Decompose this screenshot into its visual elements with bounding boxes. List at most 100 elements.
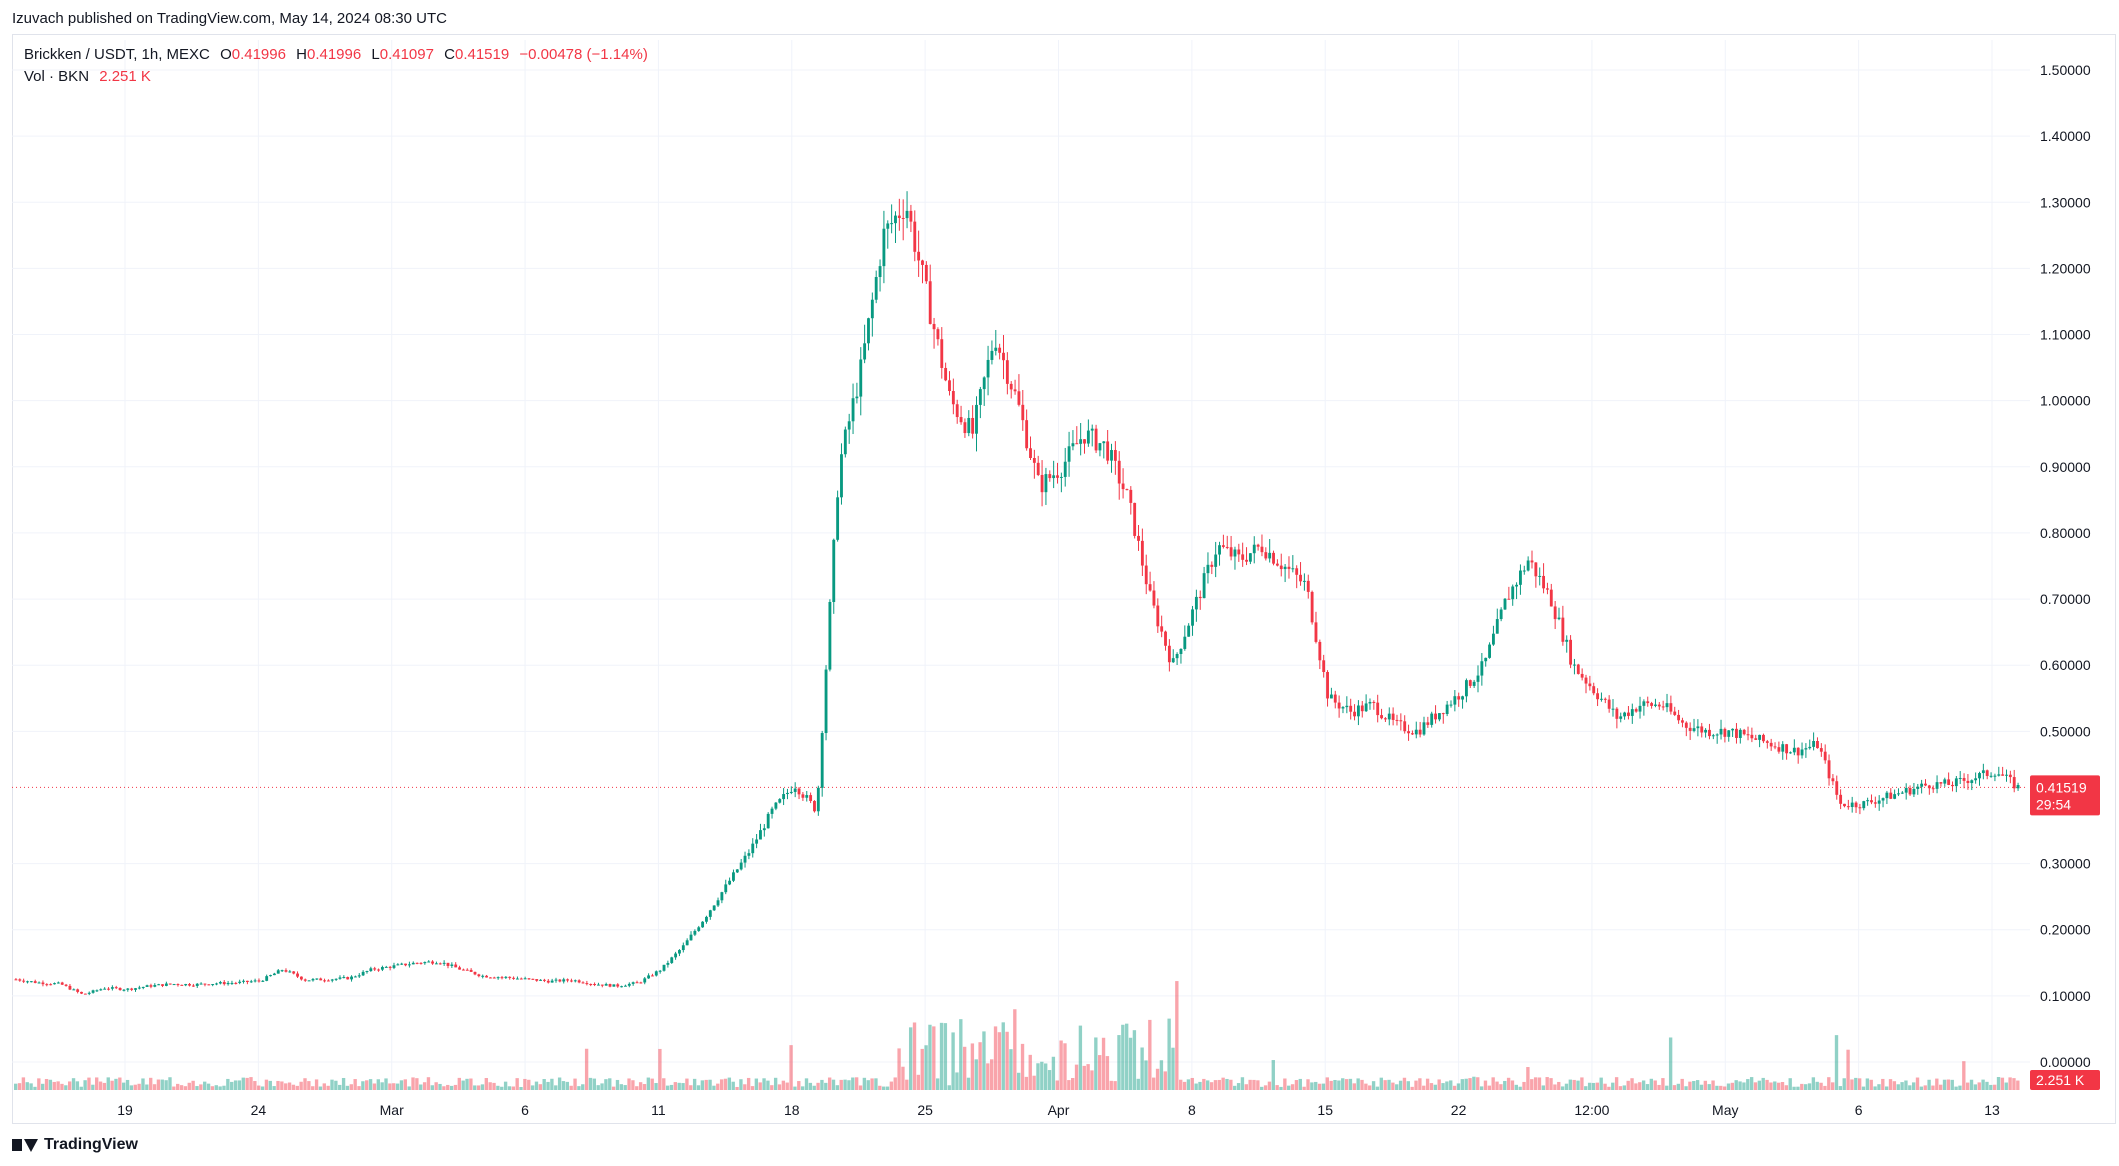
volume-bar xyxy=(1267,1081,1272,1090)
volume-bar xyxy=(245,1077,249,1090)
candle-body xyxy=(882,228,886,267)
volume-bar xyxy=(1888,1079,1893,1090)
volume-bar xyxy=(1514,1084,1518,1090)
candle-body xyxy=(1318,641,1322,661)
candle-body xyxy=(620,986,624,988)
volume-bar xyxy=(642,1084,647,1090)
candle-body xyxy=(1704,729,1708,733)
candle-body xyxy=(83,993,87,995)
candle-body xyxy=(1657,704,1661,707)
volume-bar xyxy=(1441,1083,1445,1090)
candle-body xyxy=(732,872,735,881)
volume-bar xyxy=(1136,1078,1140,1090)
volume-bar xyxy=(700,1080,705,1090)
candle-body xyxy=(1183,636,1187,649)
volume-bar xyxy=(1449,1080,1453,1090)
volume-bar xyxy=(1410,1086,1414,1090)
volume-bar xyxy=(662,1078,666,1090)
volume-bar xyxy=(1113,1081,1117,1090)
y-tick-label: 1.30000 xyxy=(2040,194,2091,210)
candle-body xyxy=(1125,489,1129,491)
candle-body xyxy=(874,277,878,300)
candle-body xyxy=(1931,788,1935,790)
candle-body xyxy=(1314,622,1318,642)
symbol-label[interactable]: Brickken / USDT, 1h, MEXC xyxy=(24,46,210,63)
candle-body xyxy=(516,978,519,980)
candle-body xyxy=(535,979,539,981)
volume-bar xyxy=(1618,1086,1623,1090)
volume-bar xyxy=(1641,1080,1646,1090)
volume-bar xyxy=(1063,1043,1067,1090)
volume-bar xyxy=(1179,1079,1183,1090)
volume-bar xyxy=(808,1082,813,1090)
volume-bar xyxy=(623,1085,627,1090)
volume-bar xyxy=(1341,1078,1345,1090)
candle-body xyxy=(1727,730,1731,737)
volume-bar xyxy=(419,1084,423,1090)
volume-bar xyxy=(843,1079,847,1090)
volume-bar xyxy=(1013,1009,1017,1090)
volume-bar xyxy=(1684,1086,1688,1090)
volume-bar xyxy=(430,1085,434,1090)
volume-bar xyxy=(1464,1078,1468,1090)
volume-bar xyxy=(314,1079,319,1090)
x-tick-label: 6 xyxy=(1855,1102,1863,1118)
candle-body xyxy=(222,982,226,985)
volume-bar xyxy=(83,1080,87,1090)
tradingview-footer[interactable]: TradingView xyxy=(12,1136,138,1154)
volume-bar xyxy=(1545,1077,1549,1090)
candle-body xyxy=(1156,605,1160,627)
volume-bar xyxy=(1688,1081,1692,1090)
candle-body xyxy=(670,957,674,963)
volume-bar xyxy=(1942,1079,1947,1090)
volume-bar xyxy=(1518,1086,1522,1090)
volume-bar xyxy=(125,1079,130,1090)
candle-body xyxy=(593,984,597,986)
volume-bar xyxy=(1017,1072,1021,1090)
volume-bar xyxy=(457,1077,461,1090)
candle-body xyxy=(1206,564,1210,574)
candle-body xyxy=(724,884,728,893)
candle-body xyxy=(1495,619,1499,634)
volume-label[interactable]: Vol · BKN xyxy=(24,68,90,85)
volume-bar xyxy=(1202,1078,1206,1090)
volume-bar xyxy=(1676,1083,1681,1090)
volume-bar xyxy=(33,1086,37,1090)
candle-body xyxy=(1063,461,1067,477)
volume-bar xyxy=(1317,1083,1322,1090)
volume-bar xyxy=(1537,1077,1542,1090)
volume-bar xyxy=(1607,1086,1611,1090)
volume-bar xyxy=(889,1081,894,1090)
candle-body xyxy=(1777,747,1781,752)
candle-body xyxy=(527,978,531,980)
candle-body xyxy=(558,979,562,982)
candle-body xyxy=(778,799,782,803)
volume-bar xyxy=(399,1080,404,1090)
candle-body xyxy=(64,984,68,986)
candle-body xyxy=(1665,703,1669,708)
candle-body xyxy=(361,971,365,976)
volume-bar xyxy=(376,1079,380,1090)
candle-body xyxy=(1009,383,1013,390)
volume-bar xyxy=(2016,1080,2020,1090)
candle-body xyxy=(1391,713,1395,720)
candle-body xyxy=(1507,598,1511,600)
volume-bar xyxy=(1321,1083,1326,1090)
volume-bar xyxy=(299,1081,303,1090)
candle-body xyxy=(1719,728,1723,735)
volume-bar xyxy=(237,1080,242,1090)
candle-body xyxy=(1449,704,1453,706)
volume-bar xyxy=(1834,1035,1839,1090)
candle-body xyxy=(1476,675,1480,682)
candle-body xyxy=(1920,783,1924,787)
volume-bar xyxy=(638,1082,643,1090)
volume-bar xyxy=(203,1081,207,1090)
candle-body xyxy=(959,417,963,423)
candle-body xyxy=(137,987,141,989)
candle-body xyxy=(1117,460,1121,484)
candle-body xyxy=(982,377,986,390)
candle-body xyxy=(396,964,400,966)
volume-bar xyxy=(935,1078,940,1090)
volume-bar xyxy=(1329,1080,1333,1090)
